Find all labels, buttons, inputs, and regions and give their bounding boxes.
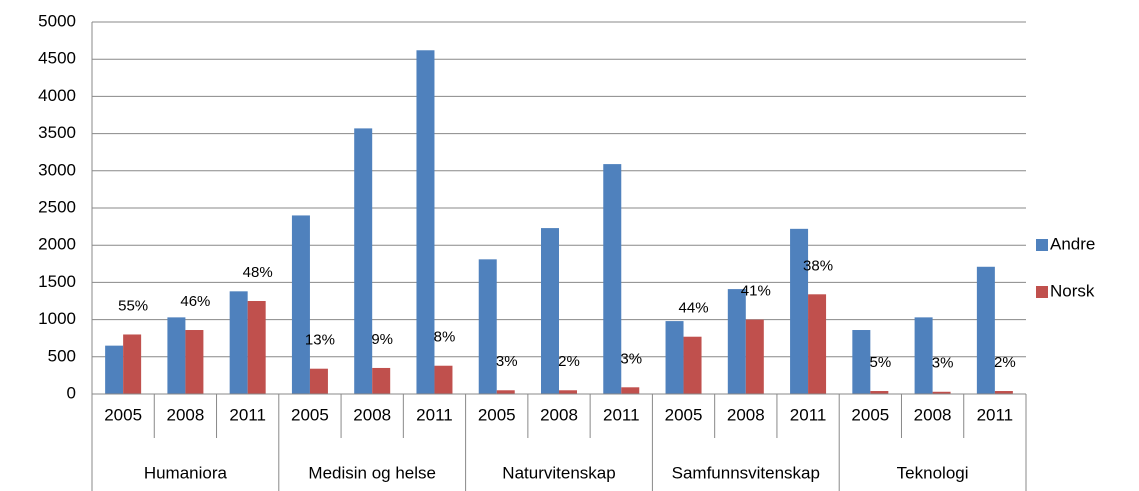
annotation: 3%	[932, 355, 954, 372]
x-tick-label: 2005	[851, 405, 889, 424]
y-tick-label: 0	[67, 383, 76, 402]
x-tick-label: 2008	[166, 405, 204, 424]
group-label: Medisin og helse	[308, 463, 436, 482]
annotation: 8%	[434, 329, 456, 346]
y-tick-label: 500	[48, 346, 76, 365]
bar	[852, 330, 871, 394]
bar	[665, 321, 684, 394]
annotation: 38%	[803, 257, 833, 274]
annotation: 2%	[558, 353, 580, 370]
x-tick-label: 2005	[104, 405, 142, 424]
bar	[478, 259, 497, 394]
legend-label: Andre	[1050, 234, 1095, 253]
x-tick-label: 2008	[540, 405, 578, 424]
x-tick-label: 2011	[229, 405, 266, 424]
x-tick-label: 2011	[603, 405, 640, 424]
group-label: Samfunnsvitenskap	[672, 463, 820, 482]
y-tick-label: 5000	[38, 11, 76, 30]
legend-label: Norsk	[1050, 281, 1095, 300]
bar	[434, 365, 453, 394]
annotation: 13%	[305, 332, 335, 349]
bar	[683, 336, 702, 394]
annotation: 55%	[118, 297, 148, 314]
x-tick-label: 2011	[977, 405, 1014, 424]
group-label: Naturvitenskap	[502, 463, 615, 482]
x-tick-label: 2005	[291, 405, 329, 424]
bar	[291, 215, 310, 394]
bar	[123, 334, 142, 394]
bar	[496, 390, 515, 394]
annotation: 5%	[869, 354, 891, 371]
bar	[976, 266, 995, 394]
bar	[247, 301, 266, 394]
bar	[105, 345, 124, 394]
bar	[416, 50, 435, 394]
annotation: 2%	[994, 354, 1016, 371]
bar	[167, 317, 186, 394]
y-tick-label: 4000	[38, 86, 76, 105]
x-tick-label: 2008	[353, 405, 391, 424]
bar	[621, 387, 640, 394]
bar	[790, 228, 809, 394]
bar	[727, 289, 746, 394]
annotation: 48%	[243, 264, 273, 281]
bar	[229, 291, 248, 394]
x-tick-label: 2005	[665, 405, 703, 424]
legend-swatch	[1036, 286, 1048, 298]
x-tick-label: 2011	[790, 405, 827, 424]
bar	[870, 391, 889, 394]
x-tick-label: 2008	[727, 405, 765, 424]
annotation: 9%	[371, 331, 393, 348]
annotation: 44%	[679, 300, 709, 317]
x-tick-label: 2011	[416, 405, 453, 424]
bar	[994, 391, 1013, 394]
bar	[372, 367, 391, 394]
bar	[354, 128, 373, 394]
bar	[559, 390, 577, 394]
y-tick-label: 3000	[38, 160, 76, 179]
annotation: 46%	[180, 293, 210, 310]
annotation: 3%	[620, 350, 642, 367]
x-tick-label: 2008	[914, 405, 952, 424]
y-tick-label: 1500	[38, 272, 76, 291]
y-tick-label: 3500	[38, 123, 76, 142]
y-tick-label: 4500	[38, 49, 76, 68]
y-tick-label: 2500	[38, 197, 76, 216]
bar	[932, 391, 951, 394]
y-tick-label: 2000	[38, 235, 76, 254]
bar	[603, 164, 622, 394]
bar	[914, 317, 933, 394]
annotation: 41%	[741, 283, 771, 300]
y-tick-label: 1000	[38, 309, 76, 328]
bar	[309, 368, 328, 394]
bar	[745, 319, 764, 394]
x-tick-label: 2005	[478, 405, 516, 424]
bar	[185, 330, 204, 394]
group-label: Humaniora	[144, 463, 228, 482]
legend-swatch	[1036, 239, 1048, 251]
bar	[808, 294, 827, 394]
annotation: 3%	[496, 353, 518, 370]
group-label: Teknologi	[897, 463, 969, 482]
bar	[541, 228, 559, 394]
